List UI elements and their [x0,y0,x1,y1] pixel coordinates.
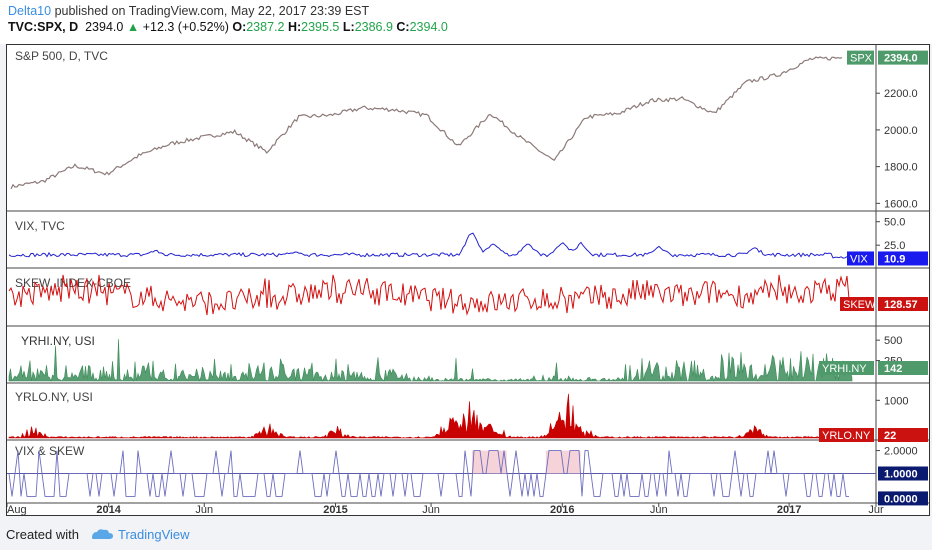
close-value: 2394.0 [409,20,448,34]
ohlc-line: TVC:SPX, D 2394.0 ▲ +12.3 (+0.52%) O:238… [8,20,448,34]
skew-name-tag-bg [840,297,874,311]
chart-area[interactable]: S&P 500, D, TVC 1600.0 1800.0 2000.0 2200.0 S… [6,44,930,516]
x-tick-label: 2014 [96,504,121,515]
symbol-label: TVC:SPX, D [8,20,79,34]
y-tick-label: 1800.0 [884,162,918,174]
yrhi-name-tag: YRHI.NY [822,363,867,375]
vix-name-tag-bg [847,251,874,266]
y-tick-label: 25.0 [884,240,905,252]
chart-svg[interactable]: S&P 500, D, TVC 1600.0 1800.0 2000.0 2200.0 S… [6,45,929,516]
footer: Created with TradingView [0,518,932,550]
last-price: 2394.0 [85,20,124,34]
x-tick-label: 2017 [777,504,801,515]
pane-title-skew: SKEW, INDEX-CBOE [15,276,131,290]
created-with-label: Created with [6,527,79,542]
vixskew-last-value-one: 1.0000 [884,469,918,481]
y-tick-label: 2000.0 [884,125,918,137]
x-tick-label: Jun [195,504,213,515]
pane-title-spx: S&P 500, D, TVC [15,49,108,63]
skew-last-value-bg [878,297,928,311]
pane-title-vix: VIX, TVC [15,219,65,233]
highlight-region [545,450,581,474]
author-link[interactable]: Delta10 [8,4,52,18]
yrlo-name-tag: YRLO.NY [822,430,871,442]
yrhi-series-area [8,339,853,382]
low-label: L: [342,20,355,34]
x-tick-label: 2015 [323,504,347,515]
chart-header: Delta10 published on TradingView.com, Ma… [0,0,932,44]
vix-last-value-bg [878,251,928,266]
yrhi-name-tag-bg [819,361,874,375]
spx-series-line [10,56,843,190]
vix-name-tag: VIX [850,253,868,265]
pane-title-yrhi: YRHI.NY, USI [21,334,95,348]
y-tick-label: 1600.0 [884,198,918,210]
yrhi-last-value: 142 [884,363,902,375]
open-label: O: [232,20,247,34]
low-value: 2386.9 [354,20,393,34]
y-tick-label: 2200.0 [884,88,918,100]
tradingview-brand[interactable]: TradingView [118,527,190,542]
published-text: published on TradingView.com, May 22, 20… [54,4,370,18]
vix-last-value: 10.9 [884,253,905,265]
skew-last-value: 128.57 [884,299,918,311]
vix-series-line [8,232,848,259]
yrlo-last-value: 22 [884,430,896,442]
x-tick-label: Jun [650,504,668,515]
y-tick-label: 1000 [884,395,908,407]
up-arrow-icon: ▲ [126,20,140,34]
spx-name-tag-bg [847,50,874,65]
vixskew-last-value-zero-bg [878,491,928,506]
open-value: 2387.2 [246,20,285,34]
yrhi-last-value-bg [878,361,928,375]
skew-name-tag: SKEW [843,299,876,311]
x-tick-label: Jur [868,504,884,515]
vixskew-series-line [8,450,849,497]
pane-title-yrlo: YRLO.NY, USI [15,390,93,404]
x-tick-label: Aug [7,504,27,515]
yrlo-last-value-bg [878,428,928,442]
vixskew-last-value-one-bg [878,466,928,481]
skew-series-line [8,274,850,316]
vixskew-last-value-zero: 0.0000 [884,493,918,505]
yrlo-series-area [8,393,853,439]
spx-last-value: 2394.0 [884,53,918,65]
y-tick-label: 2.0000 [884,446,918,458]
pane-title-vixskew: VIX & SKEW [15,444,85,458]
spx-last-value-bg [878,50,928,65]
high-value: 2395.5 [301,20,340,34]
y-tick-label: 500 [884,335,902,347]
price-change: +12.3 (+0.52%) [142,20,229,34]
yrlo-name-tag-bg [819,428,874,442]
spx-name-tag: SPX [850,53,873,65]
tradingview-logo-icon [92,529,113,539]
publish-line: Delta10 published on TradingView.com, Ma… [8,4,369,18]
x-tick-label: 2016 [550,504,574,515]
y-tick-label: 50.0 [884,217,905,229]
close-label: C: [396,20,410,34]
high-label: H: [287,20,302,34]
x-tick-label: Jun [422,504,440,515]
